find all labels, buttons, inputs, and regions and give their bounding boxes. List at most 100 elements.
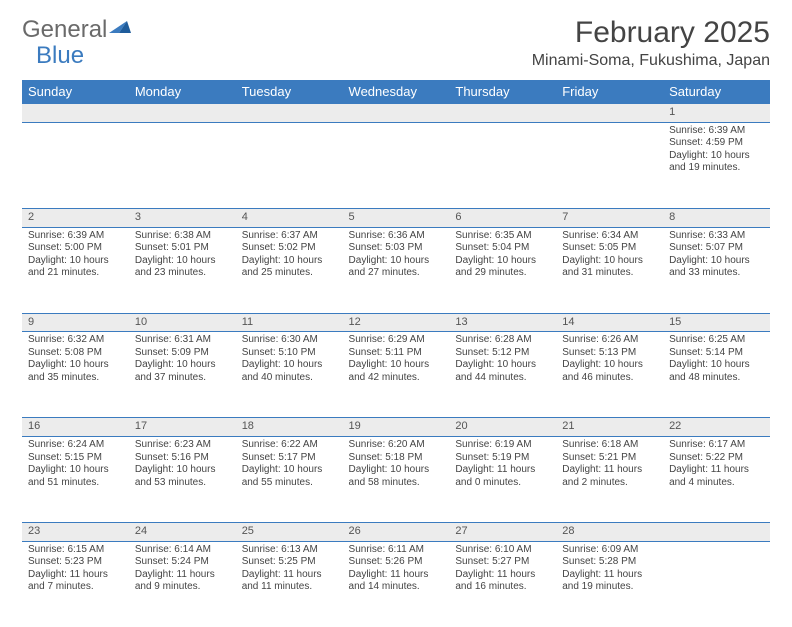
- sunset-text: Sunset: 5:22 PM: [669, 452, 764, 465]
- sunrise-text: Sunrise: 6:25 AM: [669, 334, 764, 347]
- sunset-text: Sunset: 5:01 PM: [135, 242, 230, 255]
- day-number: 24: [135, 525, 147, 537]
- sunrise-text: Sunrise: 6:17 AM: [669, 439, 764, 452]
- sunset-text: Sunset: 5:08 PM: [28, 347, 123, 360]
- sunset-text: Sunset: 5:17 PM: [242, 452, 337, 465]
- week-row: Sunrise: 6:39 AMSunset: 5:00 PM Daylight:…: [22, 227, 770, 313]
- day-number-cell: 14: [556, 313, 663, 332]
- sunrise-text: Sunrise: 6:39 AM: [28, 230, 123, 243]
- sunset-text: Sunset: 5:25 PM: [242, 556, 337, 569]
- day-cell: Sunrise: 6:24 AMSunset: 5:15 PMDaylight:…: [22, 437, 129, 523]
- sunrise-text: Sunrise: 6:31 AM: [135, 334, 230, 347]
- day-number-cell: 7: [556, 208, 663, 227]
- day-cell: Sunrise: 6:14 AMSunset: 5:24 PMDaylight:…: [129, 541, 236, 627]
- day-number: 12: [349, 316, 361, 328]
- weekday-header: Tuesday: [236, 80, 343, 104]
- sunset-text: Sunset: 5:04 PM: [455, 242, 550, 255]
- sunrise-text: Sunrise: 6:34 AM: [562, 230, 657, 243]
- day-cell: Sunrise: 6:25 AMSunset: 5:14 PMDaylight:…: [663, 332, 770, 418]
- logo: General: [22, 16, 133, 44]
- weekday-header: Monday: [129, 80, 236, 104]
- day-cell: Sunrise: 6:10 AMSunset: 5:27 PMDaylight:…: [449, 541, 556, 627]
- daylight-text: Daylight: 11 hours and 11 minutes.: [242, 569, 337, 594]
- day-number-cell: 12: [343, 313, 450, 332]
- sunset-text: Sunset: 5:00 PM: [28, 242, 123, 255]
- day-cell: Sunrise: 6:36 AMSunset: 5:03 PMDaylight:…: [343, 227, 450, 313]
- sunset-text: Sunset: 5:03 PM: [349, 242, 444, 255]
- sunset-text: Sunset: 4:59 PM: [669, 137, 764, 150]
- sunset-text: Sunset: 5:15 PM: [28, 452, 123, 465]
- sunset-text: Sunset: 5:13 PM: [562, 347, 657, 360]
- day-number-cell: 28: [556, 523, 663, 542]
- day-number-cell: [22, 104, 129, 123]
- day-cell: Sunrise: 6:15 AMSunset: 5:23 PMDaylight:…: [22, 541, 129, 627]
- day-number-cell: [449, 104, 556, 123]
- day-number-cell: 20: [449, 418, 556, 437]
- day-number-cell: 15: [663, 313, 770, 332]
- week-row: Sunrise: 6:32 AMSunset: 5:08 PMDaylight:…: [22, 332, 770, 418]
- day-cell: [236, 122, 343, 208]
- logo-flag-icon: [109, 19, 131, 42]
- day-cell: Sunrise: 6:33 AMSunset: 5:07 PMDaylight:…: [663, 227, 770, 313]
- daylight-text: Daylight: 10 hours and 44 minutes.: [455, 359, 550, 384]
- sunrise-text: Sunrise: 6:38 AM: [135, 230, 230, 243]
- sunrise-text: Sunrise: 6:28 AM: [455, 334, 550, 347]
- sunrise-text: Sunrise: 6:18 AM: [562, 439, 657, 452]
- daylight-text: Daylight: 10 hours and 23 minutes.: [135, 255, 230, 280]
- day-number-cell: [556, 104, 663, 123]
- daylight-text: Daylight: 10 hours and 53 minutes.: [135, 464, 230, 489]
- sunrise-text: Sunrise: 6:33 AM: [669, 230, 764, 243]
- sunset-text: Sunset: 5:27 PM: [455, 556, 550, 569]
- week-row: Sunrise: 6:39 AMSunset: 4:59 PMDaylight:…: [22, 122, 770, 208]
- header: General February 2025 Minami-Soma, Fukus…: [22, 16, 770, 70]
- sunrise-text: Sunrise: 6:26 AM: [562, 334, 657, 347]
- sunset-text: Sunset: 5:26 PM: [349, 556, 444, 569]
- day-number-row: 16171819202122: [22, 418, 770, 437]
- daylight-text: Daylight: 10 hours and 29 minutes.: [455, 255, 550, 280]
- day-number: 6: [455, 211, 461, 223]
- sunset-text: Sunset: 5:19 PM: [455, 452, 550, 465]
- day-number: 4: [242, 211, 248, 223]
- day-number-cell: [343, 104, 450, 123]
- day-number-cell: 1: [663, 104, 770, 123]
- day-cell: Sunrise: 6:39 AMSunset: 5:00 PMDaylight:…: [22, 227, 129, 313]
- day-number: 22: [669, 420, 681, 432]
- day-number-cell: 26: [343, 523, 450, 542]
- day-number-cell: 9: [22, 313, 129, 332]
- day-number-row: 9101112131415: [22, 313, 770, 332]
- weekday-header: Thursday: [449, 80, 556, 104]
- daylight-text: Daylight: 10 hours and 42 minutes.: [349, 359, 444, 384]
- day-number: 7: [562, 211, 568, 223]
- day-number: 5: [349, 211, 355, 223]
- day-cell: Sunrise: 6:22 AMSunset: 5:17 PMDaylight:…: [236, 437, 343, 523]
- daylight-text: Daylight: 10 hours and 48 minutes.: [669, 359, 764, 384]
- daylight-text: Daylight: 10 hours and 46 minutes.: [562, 359, 657, 384]
- day-number-cell: 6: [449, 208, 556, 227]
- day-number-cell: 22: [663, 418, 770, 437]
- month-title: February 2025: [532, 16, 770, 50]
- day-number: 26: [349, 525, 361, 537]
- daylight-text: Daylight: 10 hours and 35 minutes.: [28, 359, 123, 384]
- day-number: 23: [28, 525, 40, 537]
- day-cell: Sunrise: 6:28 AMSunset: 5:12 PMDaylight:…: [449, 332, 556, 418]
- daylight-text: Daylight: 10 hours and 40 minutes.: [242, 359, 337, 384]
- day-number: 27: [455, 525, 467, 537]
- day-number-cell: 23: [22, 523, 129, 542]
- sunset-text: Sunset: 5:02 PM: [242, 242, 337, 255]
- day-number: 17: [135, 420, 147, 432]
- week-row: Sunrise: 6:15 AMSunset: 5:23 PMDaylight:…: [22, 541, 770, 627]
- daylight-text: Daylight: 10 hours and 31 minutes.: [562, 255, 657, 280]
- day-cell: [343, 122, 450, 208]
- week-row: Sunrise: 6:24 AMSunset: 5:15 PMDaylight:…: [22, 437, 770, 523]
- day-number: 21: [562, 420, 574, 432]
- sunset-text: Sunset: 5:21 PM: [562, 452, 657, 465]
- sunrise-text: Sunrise: 6:19 AM: [455, 439, 550, 452]
- day-cell: Sunrise: 6:23 AMSunset: 5:16 PMDaylight:…: [129, 437, 236, 523]
- daylight-text: Daylight: 11 hours and 2 minutes.: [562, 464, 657, 489]
- day-number-cell: [236, 104, 343, 123]
- day-number-cell: 18: [236, 418, 343, 437]
- daylight-text: Daylight: 10 hours and 55 minutes.: [242, 464, 337, 489]
- day-number-cell: [129, 104, 236, 123]
- day-number-cell: 17: [129, 418, 236, 437]
- day-cell: [556, 122, 663, 208]
